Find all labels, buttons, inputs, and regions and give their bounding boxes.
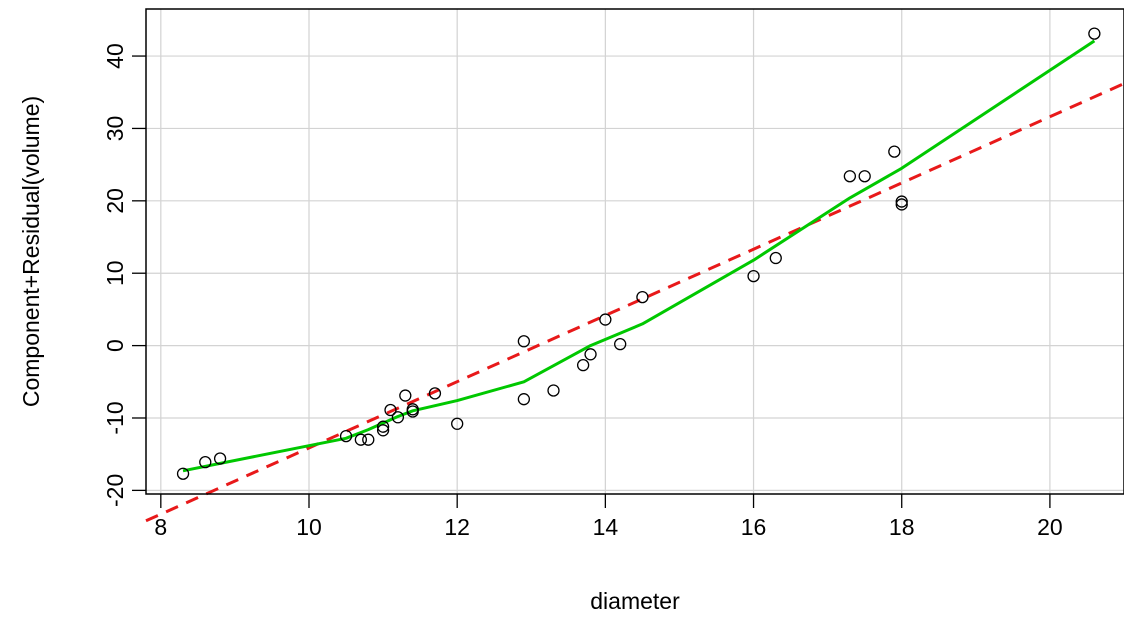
data-point	[576, 358, 590, 372]
data-point	[354, 433, 368, 446]
x-tick-label: 12	[444, 514, 470, 540]
y-tick-label: -20	[102, 474, 128, 507]
x-tick-label: 16	[741, 514, 767, 540]
data-point	[384, 403, 397, 417]
data-point	[895, 195, 908, 208]
series-layer	[145, 39, 1124, 523]
data-point	[1088, 27, 1101, 40]
data-point	[406, 405, 419, 418]
data-point	[843, 170, 857, 183]
data-point	[391, 411, 405, 424]
data-point	[199, 455, 212, 469]
x-tick-label: 10	[296, 514, 322, 540]
data-point	[636, 290, 649, 304]
data-point	[614, 338, 627, 351]
data-point	[517, 393, 531, 406]
data-point	[376, 420, 390, 433]
data-point	[399, 389, 412, 402]
data-point	[895, 198, 908, 211]
data-point	[599, 313, 612, 326]
smooth-line	[182, 39, 1096, 473]
data-point	[888, 145, 901, 158]
data-point	[428, 387, 442, 400]
data-point	[584, 348, 597, 361]
y-tick-label: -10	[102, 401, 128, 434]
x-tick-label: 20	[1037, 514, 1063, 540]
x-axis-title: diameter	[590, 588, 680, 614]
data-point	[339, 429, 353, 443]
y-tick-label: 0	[102, 339, 128, 352]
data-point	[451, 417, 464, 430]
fit-line	[145, 82, 1124, 523]
x-axis: 8 10 12 14 16 18 20	[154, 494, 1063, 540]
data-point	[213, 452, 227, 465]
data-point	[769, 251, 782, 265]
plot-border	[145, 8, 1124, 495]
points-layer	[176, 27, 1101, 480]
x-tick-label: 18	[889, 514, 915, 540]
data-point	[747, 269, 760, 283]
data-point	[176, 467, 190, 480]
y-axis: -20 -10 0 10 20 30 40	[102, 43, 146, 507]
grid	[146, 9, 1124, 494]
y-tick-label: 30	[102, 116, 128, 142]
data-point	[362, 433, 375, 446]
data-point	[376, 424, 390, 437]
data-point	[517, 335, 531, 348]
y-tick-label: 10	[102, 260, 128, 286]
x-tick-label: 8	[154, 514, 167, 540]
y-tick-label: 20	[102, 188, 128, 214]
y-axis-title: Component+Residual(volume)	[18, 96, 44, 407]
y-tick-label: 40	[102, 43, 128, 69]
x-tick-label: 14	[593, 514, 619, 540]
data-point	[547, 384, 560, 397]
data-point	[858, 170, 871, 183]
